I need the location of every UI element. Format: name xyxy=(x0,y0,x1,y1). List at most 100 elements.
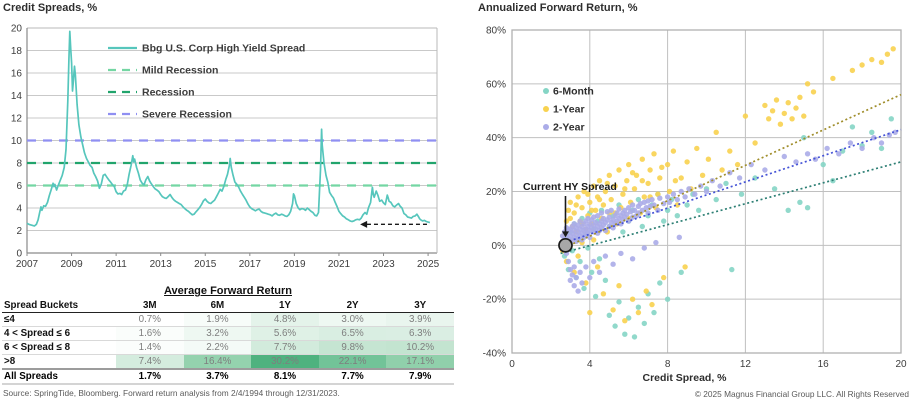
data-point xyxy=(639,178,645,184)
data-point xyxy=(629,296,636,302)
column-header: Spread Buckets xyxy=(2,299,116,313)
y-tick-label: 60% xyxy=(486,79,506,90)
data-point xyxy=(653,239,659,246)
data-point xyxy=(657,175,663,181)
legend-label: Bbg U.S. Corp High Yield Spread xyxy=(142,43,305,55)
table-row: All Spreads 1.7% 3.7% 8.1% 7.7% 7.9% xyxy=(2,368,454,385)
data-point xyxy=(565,207,572,213)
data-point xyxy=(620,229,626,235)
data-point xyxy=(647,167,653,173)
data-point xyxy=(639,156,645,162)
x-tick-label: 2023 xyxy=(372,259,395,270)
table-cell: 7.7% xyxy=(251,340,319,355)
data-point xyxy=(639,223,645,230)
table-cell: 3.2% xyxy=(183,326,252,341)
data-point xyxy=(859,62,865,68)
data-point xyxy=(622,318,628,324)
data-point xyxy=(655,191,661,197)
data-point xyxy=(577,258,583,265)
data-point xyxy=(596,256,603,262)
legend-label: Severe Recession xyxy=(142,109,232,121)
data-point xyxy=(577,269,583,275)
data-point xyxy=(781,110,787,117)
data-point xyxy=(567,266,573,273)
y-tick-label: 8 xyxy=(16,159,22,170)
data-point xyxy=(666,199,673,205)
table-row: ≤4 0.7% 1.9% 4.8% 3.0% 3.9% xyxy=(2,312,454,327)
data-point xyxy=(596,178,603,184)
data-point xyxy=(849,67,856,74)
bucket-label: 4 < Spread ≤ 6 xyxy=(2,326,116,341)
data-point xyxy=(824,145,830,152)
data-point xyxy=(567,215,573,222)
data-point xyxy=(670,191,677,197)
data-point xyxy=(830,75,836,82)
data-point xyxy=(713,129,719,135)
data-point xyxy=(878,140,885,146)
data-point xyxy=(878,59,885,65)
data-point xyxy=(598,210,605,216)
data-point xyxy=(773,97,780,103)
data-point xyxy=(670,148,677,154)
table-header-row: Spread Buckets 3M 6M 1Y 2Y 3Y xyxy=(2,299,454,313)
data-point xyxy=(810,89,817,95)
data-point xyxy=(664,194,671,200)
data-point xyxy=(616,283,622,289)
x-tick-label: 0 xyxy=(509,359,515,370)
x-tick-label: 16 xyxy=(818,359,830,370)
data-point xyxy=(836,151,842,157)
data-point xyxy=(820,161,826,168)
column-header: 1Y xyxy=(251,299,319,313)
table-cell: 8.1% xyxy=(251,368,319,385)
data-point xyxy=(624,178,630,184)
data-point xyxy=(616,299,622,305)
data-point xyxy=(573,202,579,208)
data-point xyxy=(616,206,622,212)
data-point xyxy=(657,280,663,286)
data-point xyxy=(633,172,640,178)
table-row: 4 < Spread ≤ 6 1.6% 3.2% 5.6% 6.5% 6.3% xyxy=(2,326,454,341)
x-tick-label: 2013 xyxy=(150,259,173,270)
data-point xyxy=(581,188,587,195)
arrowhead-icon xyxy=(561,231,569,238)
data-point xyxy=(674,213,680,219)
column-header: 2Y xyxy=(318,299,387,313)
data-point xyxy=(674,196,680,203)
table-cell: 2.2% xyxy=(183,340,252,355)
x-tick-label: 2007 xyxy=(16,259,39,270)
data-point xyxy=(752,140,758,146)
data-point xyxy=(804,81,811,87)
scatter-chart-root: -40% -20% 0% 20% 40% 60% 80% 0 4 8 12 16 20 6-Month 1-… xyxy=(483,26,907,371)
data-point xyxy=(579,280,585,286)
forward-return-table-section: Average Forward Return Spread Buckets 3M 6… xyxy=(2,285,454,385)
y-tick-label: 12 xyxy=(11,114,23,125)
table-cell: 1.6% xyxy=(116,326,184,341)
data-point xyxy=(878,145,885,152)
data-point xyxy=(589,207,595,213)
source-note: Source: SpringTide, Bloomberg. Forward r… xyxy=(3,388,340,398)
data-point xyxy=(631,334,638,340)
table-cell: 1.7% xyxy=(116,368,184,385)
forward-return-table: Spread Buckets 3M 6M 1Y 2Y 3Y ≤4 0.7% 1.9% 4.8% 3… xyxy=(2,299,454,385)
x-tick-label: 2025 xyxy=(417,259,440,270)
data-point xyxy=(624,211,630,218)
table-cell: 7.9% xyxy=(386,368,454,385)
data-point xyxy=(678,269,684,275)
table-cell: 30.2% xyxy=(251,354,319,370)
data-point xyxy=(585,191,591,197)
table-cell: 5.6% xyxy=(251,326,319,341)
data-point xyxy=(579,205,585,211)
table-cell: 17.1% xyxy=(386,354,454,370)
table-cell: 0.7% xyxy=(116,312,184,327)
data-point xyxy=(682,194,688,200)
data-point xyxy=(567,277,573,283)
x-tick-label: 8 xyxy=(665,359,671,370)
data-point xyxy=(869,129,875,135)
data-point xyxy=(849,124,856,130)
data-point xyxy=(869,56,875,63)
data-point xyxy=(583,280,589,286)
data-point xyxy=(614,210,620,216)
data-point xyxy=(596,196,603,203)
data-point xyxy=(602,253,609,259)
data-point xyxy=(591,258,597,265)
